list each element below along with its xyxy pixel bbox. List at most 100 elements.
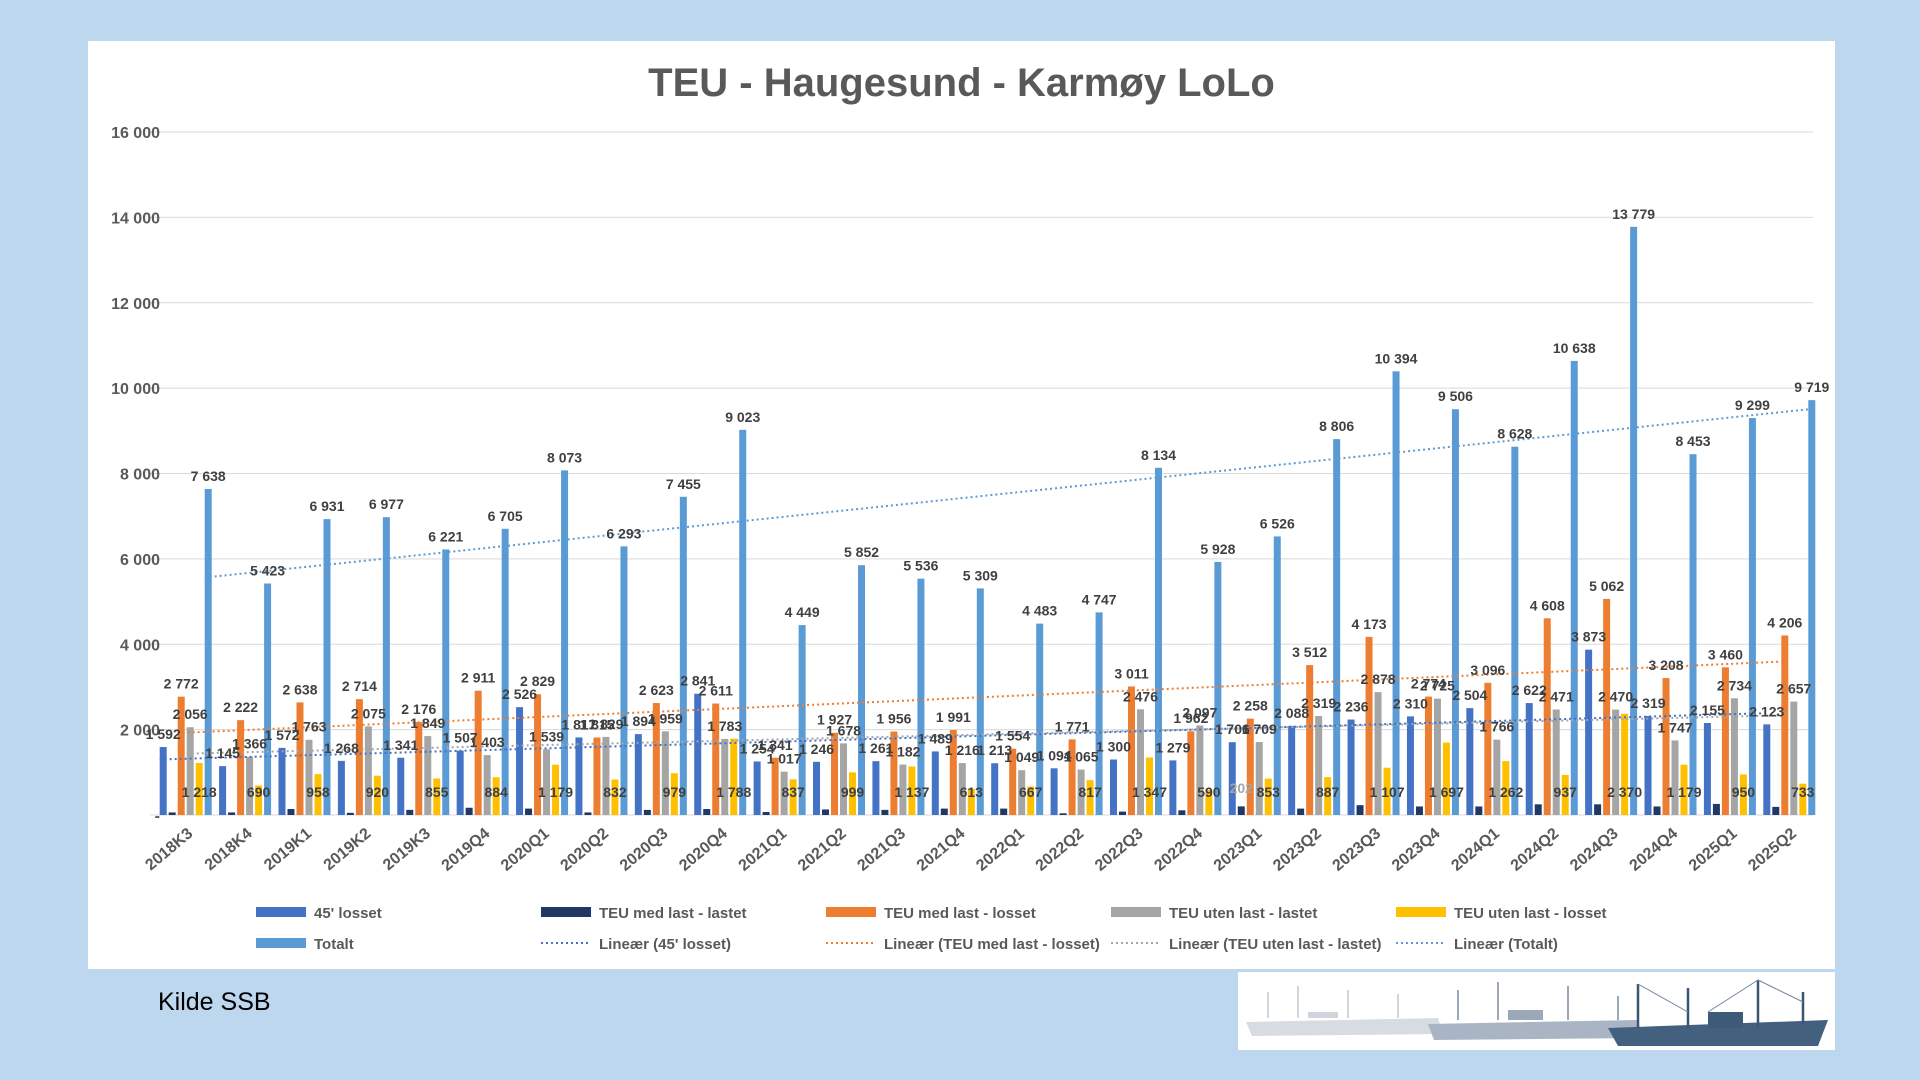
data-label: 8 073 — [547, 449, 582, 465]
bar-1 — [346, 812, 354, 815]
bar-0 — [1763, 724, 1771, 815]
bar-1 — [762, 812, 770, 815]
bar-2 — [237, 720, 245, 815]
bar-4 — [670, 773, 678, 815]
data-label: 1 959 — [648, 710, 683, 726]
bar-0 — [575, 737, 583, 815]
data-label: 4 173 — [1352, 616, 1387, 632]
bar-2 — [1127, 686, 1135, 815]
data-label: 1 347 — [1132, 784, 1167, 800]
data-label: 2 155 — [1690, 702, 1725, 718]
bar-2 — [1484, 682, 1492, 815]
bar-2 — [890, 731, 898, 815]
data-label: 1 179 — [538, 784, 573, 800]
y-tick-label: 10 000 — [111, 381, 160, 398]
y-tick-label: 12 000 — [111, 296, 160, 313]
data-label: 1 817 — [561, 716, 596, 732]
bar-5 — [1511, 446, 1519, 815]
bar-5 — [858, 565, 866, 815]
bar-1 — [1653, 806, 1661, 815]
bar-0 — [1406, 716, 1414, 815]
x-tick-label: 2025Q2 — [1745, 825, 1800, 875]
bar-1 — [1712, 803, 1720, 815]
bar-0 — [1109, 759, 1117, 815]
data-label: 1 592 — [146, 726, 181, 742]
bar-4 — [1442, 742, 1450, 815]
bar-1 — [1237, 806, 1245, 815]
x-tick-label: 2024Q3 — [1567, 825, 1622, 875]
data-label: 6 293 — [606, 525, 641, 541]
data-label: 7 455 — [666, 476, 701, 492]
bar-5 — [1333, 439, 1341, 815]
data-label: 1 489 — [918, 730, 953, 746]
data-label: 1 216 — [945, 742, 980, 758]
x-tick-label: 2021Q2 — [795, 825, 850, 875]
x-tick-label: 2024Q2 — [1508, 825, 1563, 875]
x-tick-label: 2024Q1 — [1448, 825, 1503, 875]
data-label: 4 608 — [1530, 597, 1565, 613]
data-label: 1 829 — [588, 716, 623, 732]
bar-5 — [501, 528, 509, 815]
bar-5 — [442, 549, 450, 815]
bar-1 — [406, 809, 414, 815]
bar-0 — [159, 747, 167, 815]
legend-label: 45' losset — [314, 905, 382, 922]
bar-4 — [195, 763, 203, 815]
data-label: 2 310 — [1393, 695, 1428, 711]
data-label: 9 719 — [1794, 379, 1829, 395]
x-tick-label: 2019K2 — [321, 825, 375, 874]
bar-4 — [611, 779, 619, 815]
y-tick-label: 6 000 — [120, 552, 160, 569]
bar-0 — [1525, 703, 1533, 815]
trendline-0 — [159, 712, 1764, 761]
data-label: 2 622 — [1512, 682, 1547, 698]
bar-0 — [1228, 742, 1236, 815]
data-label: 2 611 — [699, 683, 733, 699]
y-tick-label: 16 000 — [111, 125, 160, 142]
bar-4 — [849, 772, 857, 815]
data-label: 9 299 — [1735, 397, 1770, 413]
data-label: 1 254 — [740, 740, 775, 756]
bar-3 — [1790, 701, 1798, 815]
x-tick-label: 2021Q1 — [736, 825, 791, 875]
bar-4 — [1621, 713, 1629, 815]
data-label: 884 — [484, 784, 508, 800]
x-tick-label: 2020Q4 — [676, 825, 731, 875]
bar-4 — [789, 779, 797, 815]
data-label: 1 145 — [205, 745, 240, 761]
data-label: 1 261 — [858, 740, 893, 756]
bar-0 — [1644, 716, 1652, 815]
bar-3 — [305, 739, 313, 815]
data-label: 2 734 — [1717, 677, 1752, 693]
bar-5 — [1273, 536, 1281, 815]
data-label: 2 911 — [461, 670, 495, 686]
data-label: 2 470 — [1598, 689, 1633, 705]
bar-1 — [1000, 808, 1008, 815]
data-label: 1 991 — [936, 709, 971, 725]
bar-4 — [255, 785, 263, 815]
data-label: 6 705 — [488, 508, 523, 524]
data-label: 6 977 — [369, 496, 404, 512]
bar-5 — [561, 470, 569, 815]
bar-3 — [840, 743, 848, 815]
data-label: 817 — [1078, 784, 1102, 800]
data-label: 2 714 — [342, 678, 377, 694]
data-label: 1 094 — [1037, 747, 1072, 763]
bar-0 — [1703, 723, 1711, 815]
legend-label: Totalt — [314, 936, 354, 953]
x-tick-label: 2023Q3 — [1330, 825, 1385, 875]
x-tick-label: 2018K3 — [142, 825, 196, 874]
data-label: 1 815 — [579, 717, 614, 733]
bar-2 — [771, 757, 779, 815]
bar-2 — [296, 702, 304, 815]
bar-4 — [1145, 757, 1153, 815]
data-label: 2 123 — [1749, 703, 1784, 719]
bar-2 — [1306, 665, 1314, 815]
bar-3 — [1196, 725, 1204, 815]
data-label: 2 638 — [282, 681, 317, 697]
legend-swatch — [1396, 907, 1446, 917]
bar-5 — [1095, 612, 1103, 815]
bar-2 — [177, 696, 185, 815]
bar-5 — [264, 583, 272, 815]
data-label: 5 062 — [1589, 578, 1624, 594]
